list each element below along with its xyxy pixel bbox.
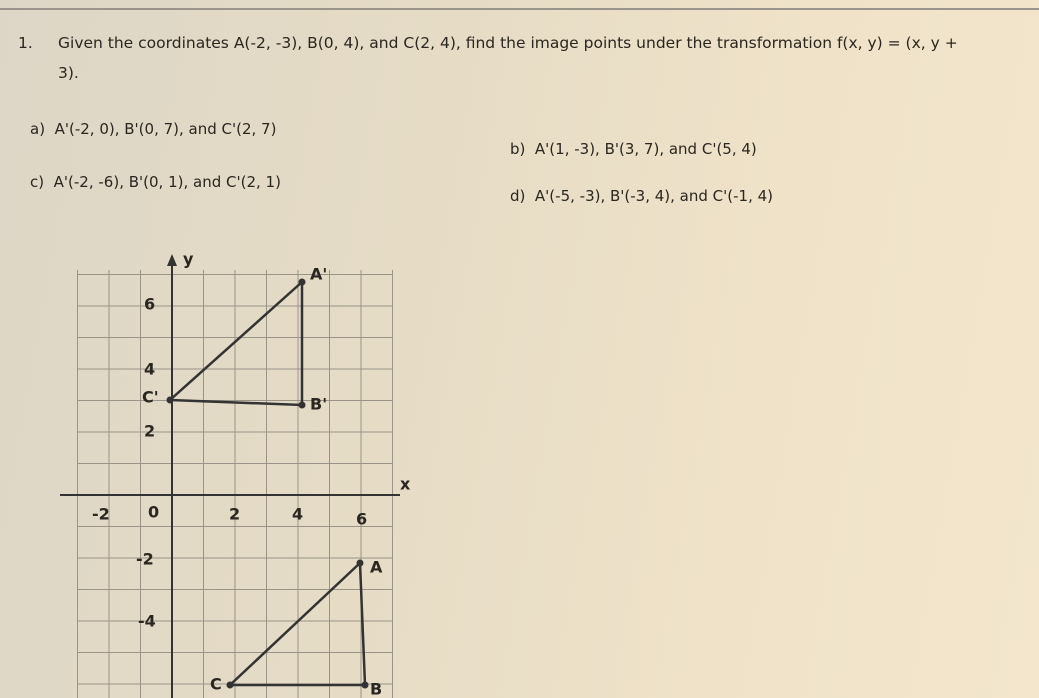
tick-label: 4 [292,505,303,524]
tick-label: 0 [148,503,159,522]
point [298,278,306,286]
tick-label: -2 [136,550,154,569]
point-label: B' [310,395,327,414]
triangle-original [226,562,367,687]
tick-label: 2 [144,422,155,441]
option: a) A'(-2, 0), B'(0, 7), and C'(2, 7) [30,120,276,138]
point-label: B [370,680,382,698]
point-label: A [370,558,383,577]
axis-label: x [400,475,411,494]
option: c) A'(-2, -6), B'(0, 1), and C'(2, 1) [30,173,281,191]
option: d) A'(-5, -3), B'(-3, 4), and C'(-1, 4) [510,187,773,205]
tick-label: -4 [138,612,156,631]
option-text: A'(-2, -6), B'(0, 1), and C'(2, 1) [53,173,281,191]
arrow [167,254,177,266]
point-label: C [210,675,222,694]
option-text: A'(1, -3), B'(3, 7), and C'(5, 4) [534,140,757,158]
tick-label: 2 [229,505,240,524]
tick-label: -2 [92,505,110,524]
question: 1. Given the coordinates A(-2, -3), B(0,… [18,28,978,88]
point [361,681,369,689]
tick-label: 6 [356,510,367,529]
option-letter: d) [510,187,526,205]
option-letter: c) [30,173,45,191]
option-letter: b) [510,140,526,158]
triangle-image [166,281,304,407]
point [356,559,364,567]
rule [0,8,1039,10]
option: b) A'(1, -3), B'(3, 7), and C'(5, 4) [510,140,757,158]
question-number: 1. [18,34,33,52]
tick-label: 4 [144,360,155,379]
tick-label: 6 [144,295,155,314]
grid [77,270,393,698]
point-label: A' [310,265,327,284]
point-label: C' [142,388,159,407]
question-text: Given the coordinates A(-2, -3), B(0, 4)… [58,34,958,82]
axis-label: y [183,250,194,269]
option-text: A'(-5, -3), B'(-3, 4), and C'(-1, 4) [534,187,774,205]
option-text: A'(-2, 0), B'(0, 7), and C'(2, 7) [54,120,277,138]
point [166,396,174,404]
option-letter: a) [30,120,46,138]
point [226,681,234,689]
points [166,278,369,689]
point [298,401,306,409]
